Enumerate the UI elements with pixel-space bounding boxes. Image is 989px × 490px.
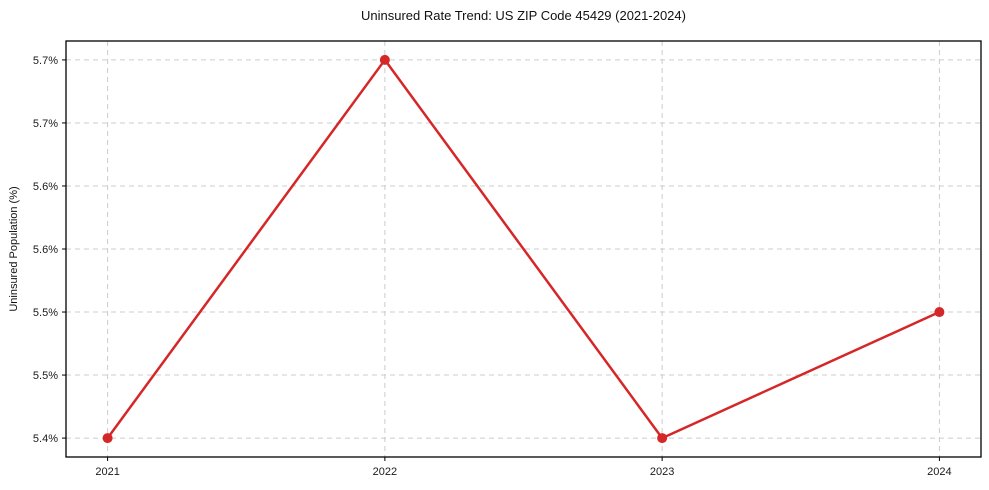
y-tick-label: 5.6% bbox=[33, 181, 58, 193]
chart-title: Uninsured Rate Trend: US ZIP Code 45429 … bbox=[361, 8, 686, 23]
trend-line bbox=[106, 58, 941, 440]
y-tick-label: 5.7% bbox=[33, 55, 58, 67]
y-tick-label: 5.6% bbox=[33, 244, 58, 256]
y-tick-label: 5.4% bbox=[33, 433, 58, 445]
x-tick-label: 2021 bbox=[95, 466, 119, 478]
x-tick-label: 2023 bbox=[650, 466, 674, 478]
data-point-marker bbox=[657, 433, 668, 444]
y-tick-label: 5.5% bbox=[33, 370, 58, 382]
data-point-marker bbox=[379, 54, 390, 65]
y-tick-label: 5.7% bbox=[33, 118, 58, 130]
y-tick-label: 5.5% bbox=[33, 307, 58, 319]
data-point-marker bbox=[934, 307, 945, 318]
data-point-marker bbox=[102, 433, 113, 444]
plot-border bbox=[65, 40, 982, 458]
x-tick-label: 2024 bbox=[927, 466, 951, 478]
x-tick-label: 2022 bbox=[373, 466, 397, 478]
